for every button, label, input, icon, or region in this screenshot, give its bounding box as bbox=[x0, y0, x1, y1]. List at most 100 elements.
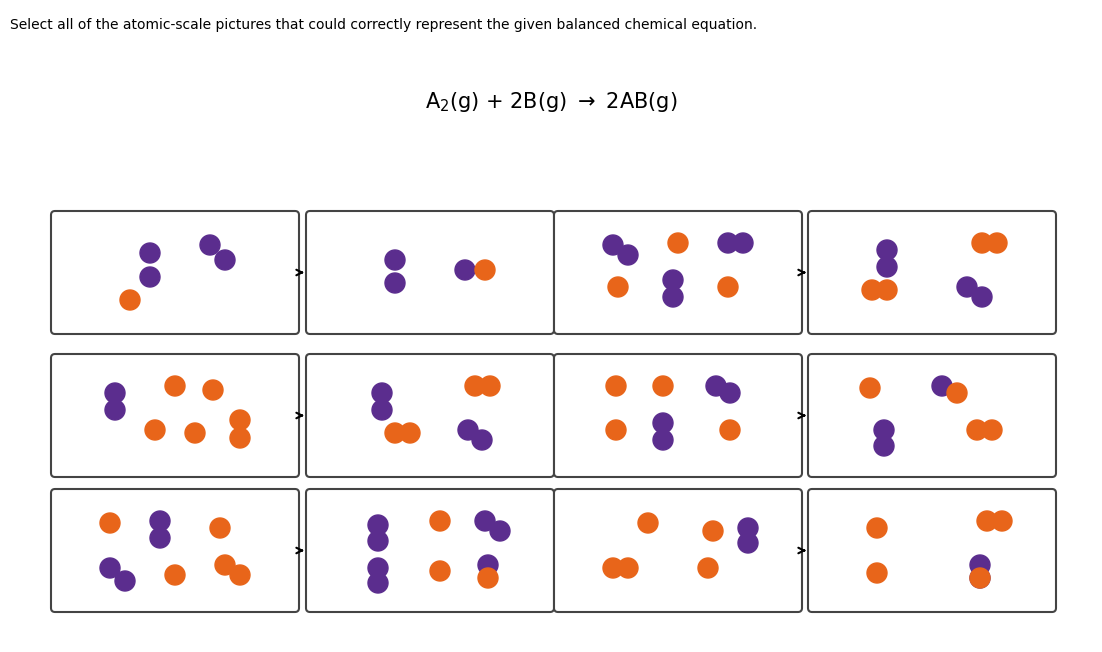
FancyBboxPatch shape bbox=[51, 489, 299, 612]
Circle shape bbox=[618, 558, 638, 578]
Circle shape bbox=[860, 378, 880, 398]
Circle shape bbox=[165, 376, 185, 396]
Circle shape bbox=[150, 511, 170, 531]
Circle shape bbox=[972, 233, 992, 253]
Circle shape bbox=[140, 243, 160, 263]
Circle shape bbox=[867, 563, 887, 583]
FancyBboxPatch shape bbox=[554, 489, 802, 612]
Circle shape bbox=[145, 420, 165, 440]
Circle shape bbox=[372, 400, 392, 420]
Circle shape bbox=[385, 273, 406, 293]
Circle shape bbox=[957, 277, 977, 297]
Circle shape bbox=[480, 376, 500, 396]
Circle shape bbox=[203, 380, 223, 400]
Circle shape bbox=[698, 558, 719, 578]
Circle shape bbox=[100, 558, 120, 578]
Circle shape bbox=[475, 260, 495, 280]
Circle shape bbox=[368, 531, 388, 551]
Circle shape bbox=[140, 267, 160, 287]
Circle shape bbox=[720, 420, 741, 440]
FancyBboxPatch shape bbox=[808, 489, 1056, 612]
Circle shape bbox=[603, 235, 623, 255]
Circle shape bbox=[733, 233, 753, 253]
Circle shape bbox=[185, 423, 205, 443]
Text: Select all of the atomic-scale pictures that could correctly represent the given: Select all of the atomic-scale pictures … bbox=[10, 18, 757, 32]
Circle shape bbox=[720, 383, 741, 403]
FancyBboxPatch shape bbox=[306, 354, 554, 477]
Circle shape bbox=[877, 240, 897, 260]
Circle shape bbox=[430, 511, 450, 531]
Circle shape bbox=[430, 561, 450, 581]
Circle shape bbox=[606, 420, 626, 440]
Text: A$_2$(g) + 2B(g) $\rightarrow$ 2AB(g): A$_2$(g) + 2B(g) $\rightarrow$ 2AB(g) bbox=[424, 90, 678, 114]
Circle shape bbox=[992, 511, 1012, 531]
Circle shape bbox=[668, 233, 688, 253]
Circle shape bbox=[215, 250, 235, 270]
Circle shape bbox=[105, 383, 125, 403]
Circle shape bbox=[115, 571, 136, 591]
FancyBboxPatch shape bbox=[808, 354, 1056, 477]
Circle shape bbox=[706, 376, 726, 396]
Circle shape bbox=[606, 376, 626, 396]
Circle shape bbox=[385, 423, 406, 443]
Circle shape bbox=[478, 568, 498, 588]
FancyBboxPatch shape bbox=[554, 211, 802, 334]
Circle shape bbox=[230, 565, 250, 585]
Circle shape bbox=[215, 555, 235, 575]
Circle shape bbox=[719, 277, 738, 297]
Circle shape bbox=[638, 513, 658, 533]
Circle shape bbox=[455, 260, 475, 280]
Circle shape bbox=[874, 420, 894, 440]
Circle shape bbox=[385, 250, 406, 270]
Circle shape bbox=[966, 420, 987, 440]
Circle shape bbox=[372, 383, 392, 403]
Circle shape bbox=[608, 277, 628, 297]
Circle shape bbox=[230, 428, 250, 448]
Circle shape bbox=[618, 245, 638, 265]
Circle shape bbox=[703, 521, 723, 541]
Circle shape bbox=[230, 410, 250, 430]
Circle shape bbox=[987, 233, 1007, 253]
FancyBboxPatch shape bbox=[51, 354, 299, 477]
Circle shape bbox=[368, 558, 388, 578]
Circle shape bbox=[972, 287, 992, 307]
Circle shape bbox=[977, 511, 997, 531]
Circle shape bbox=[653, 430, 673, 450]
Circle shape bbox=[475, 511, 495, 531]
Circle shape bbox=[472, 430, 491, 450]
Circle shape bbox=[368, 515, 388, 535]
Circle shape bbox=[862, 280, 882, 300]
Circle shape bbox=[970, 555, 990, 575]
Circle shape bbox=[603, 558, 623, 578]
Circle shape bbox=[465, 376, 485, 396]
Circle shape bbox=[877, 257, 897, 277]
FancyBboxPatch shape bbox=[306, 489, 554, 612]
Circle shape bbox=[120, 290, 140, 310]
Circle shape bbox=[400, 423, 420, 443]
Circle shape bbox=[874, 436, 894, 456]
Circle shape bbox=[165, 565, 185, 585]
Circle shape bbox=[738, 518, 758, 538]
Circle shape bbox=[738, 533, 758, 553]
FancyBboxPatch shape bbox=[554, 354, 802, 477]
Circle shape bbox=[458, 420, 478, 440]
Circle shape bbox=[877, 280, 897, 300]
Circle shape bbox=[982, 420, 1002, 440]
Circle shape bbox=[970, 568, 990, 588]
Circle shape bbox=[867, 518, 887, 538]
Circle shape bbox=[663, 270, 683, 290]
Circle shape bbox=[368, 573, 388, 593]
FancyBboxPatch shape bbox=[306, 211, 554, 334]
Circle shape bbox=[970, 568, 990, 588]
Circle shape bbox=[100, 513, 120, 533]
Circle shape bbox=[478, 555, 498, 575]
Circle shape bbox=[663, 287, 683, 307]
Circle shape bbox=[105, 400, 125, 420]
Circle shape bbox=[490, 521, 510, 541]
Circle shape bbox=[653, 376, 673, 396]
Circle shape bbox=[719, 233, 738, 253]
Circle shape bbox=[199, 235, 220, 255]
Circle shape bbox=[150, 528, 170, 548]
FancyBboxPatch shape bbox=[51, 211, 299, 334]
Circle shape bbox=[210, 518, 230, 538]
